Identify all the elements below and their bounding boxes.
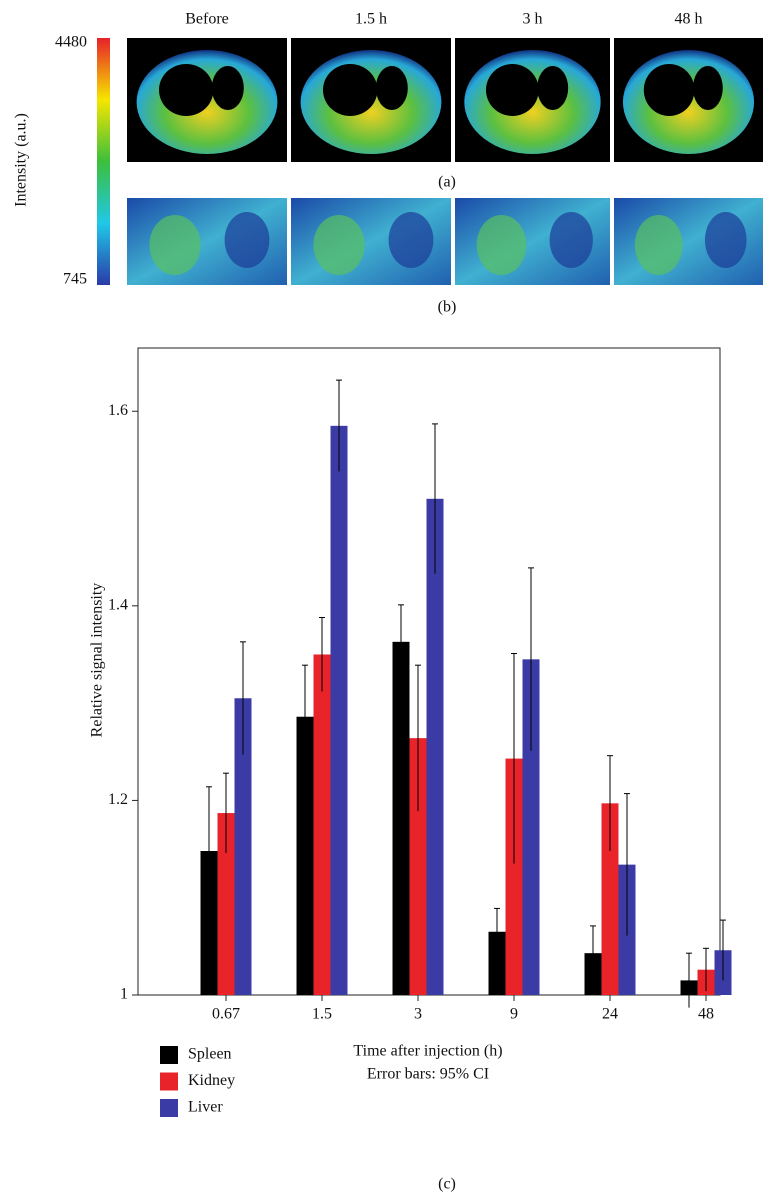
column-label: 48 h — [675, 11, 703, 28]
image-organ — [635, 215, 683, 275]
image-organ — [550, 212, 593, 268]
x-tick-label: 24 — [602, 1006, 618, 1023]
image-lung — [159, 64, 213, 116]
column-label: 1.5 h — [355, 11, 387, 28]
row-label: (a) — [438, 174, 456, 191]
image-lung — [486, 64, 539, 116]
image-organ — [389, 212, 434, 268]
x-tick-label: 1.5 — [312, 1006, 332, 1023]
caption: (c) — [438, 1176, 456, 1193]
image-panels — [127, 38, 763, 285]
y-tick-label: 1 — [120, 986, 128, 1003]
image-lung — [537, 66, 568, 110]
colorbar — [97, 38, 110, 285]
image-organ — [477, 215, 527, 275]
image-lung — [644, 64, 695, 116]
colorbar-min: 745 — [63, 271, 87, 288]
y-tick-label: 1.6 — [108, 402, 128, 419]
image-organ — [225, 212, 270, 268]
legend-swatch — [160, 1073, 178, 1091]
image-lung — [323, 64, 377, 116]
legend-label: Spleen — [188, 1046, 232, 1063]
legend-label: Kidney — [188, 1072, 235, 1089]
y-axis-label: Relative signal intensity — [89, 583, 106, 738]
bar — [393, 642, 410, 995]
x-tick-label: 9 — [510, 1006, 518, 1023]
x-axis-label: Time after injection (h) — [353, 1043, 502, 1060]
image-organ — [149, 215, 200, 275]
bar — [331, 426, 348, 995]
row-label: (b) — [438, 299, 457, 316]
x-tick-label: 48 — [698, 1006, 714, 1023]
column-label: 3 h — [523, 11, 543, 28]
note: Error bars: 95% CI — [367, 1066, 489, 1083]
colorbar-max: 4480 — [55, 34, 87, 51]
colorbar-label: Intensity (a.u.) — [13, 113, 30, 207]
column-label: Before — [185, 11, 229, 28]
bar — [314, 654, 331, 995]
image-organ — [313, 215, 364, 275]
y-tick-label: 1.2 — [108, 791, 128, 808]
image-lung — [212, 66, 244, 110]
image-organ — [705, 212, 747, 268]
image-lung — [376, 66, 408, 110]
legend-swatch — [160, 1099, 178, 1117]
figure: 4480 745 Intensity (a.u.) (a) (b) Relati… — [0, 0, 763, 1198]
legend-label: Liver — [188, 1099, 223, 1116]
legend-swatch — [160, 1046, 178, 1064]
x-tick-label: 3 — [414, 1006, 422, 1023]
y-tick-label: 1.4 — [108, 596, 128, 613]
x-tick-label: 0.67 — [212, 1006, 240, 1023]
image-lung — [693, 66, 723, 110]
